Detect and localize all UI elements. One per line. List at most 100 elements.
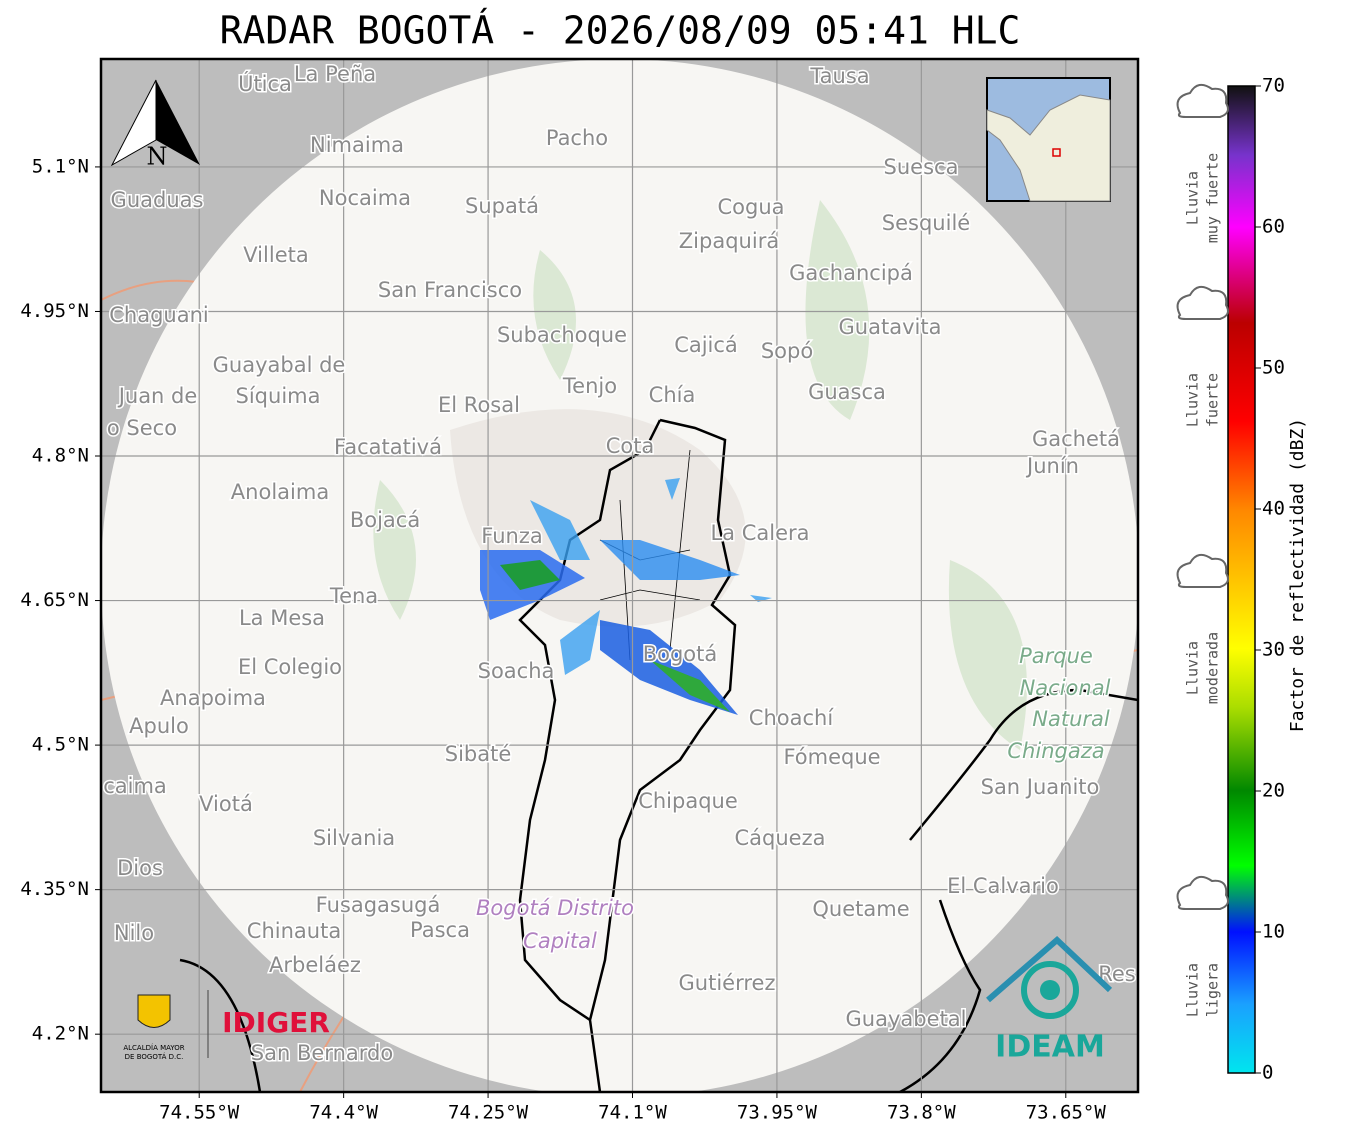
cloud-icon	[1176, 875, 1229, 910]
place-label: La Calera	[710, 521, 809, 545]
category-label: fuerte	[1204, 373, 1222, 427]
place-label: Supatá	[465, 194, 539, 218]
place-label: Pacho	[546, 126, 608, 150]
place-label: Pasca	[410, 918, 470, 942]
x-tick-label: 74.55°W	[159, 1102, 240, 1124]
radar-echo	[600, 540, 740, 580]
y-tick-label: 4.8°N	[32, 445, 89, 467]
place-label: San Juanito	[981, 775, 1100, 799]
category-label: Lluvia	[1184, 963, 1202, 1017]
x-tick-label: 73.8°W	[887, 1102, 956, 1124]
place-label: Apulo	[129, 714, 189, 738]
ideam-label: IDEAM	[995, 1030, 1105, 1065]
place-label: Nocaima	[319, 186, 411, 210]
y-tick-label: 4.65°N	[20, 589, 89, 611]
place-label: Parque	[1019, 644, 1093, 668]
place-label: Cogua	[717, 195, 784, 219]
place-label: Cajicá	[674, 333, 738, 357]
x-tick-label: 73.95°W	[737, 1102, 818, 1124]
logo-text: DE BOGOTÁ D.C.	[125, 1052, 184, 1061]
y-tick-label: 5.1°N	[32, 155, 89, 177]
place-label: Choachí	[749, 706, 835, 730]
north-label: N	[147, 143, 168, 171]
colorbar	[1227, 85, 1256, 1074]
place-label: San Bernardo	[251, 1041, 393, 1065]
place-label: Fusagasugá	[316, 893, 441, 917]
place-label: Sesquilé	[882, 211, 970, 235]
logo-text: ALCALDÍA MAYOR	[123, 1043, 184, 1052]
y-tick-label: 4.5°N	[32, 734, 89, 756]
place-label: Natural	[1032, 707, 1110, 731]
x-tick-label: 74.25°W	[448, 1102, 529, 1124]
colorbar-tick-label: 40	[1262, 498, 1285, 520]
north-arrow: N	[110, 79, 200, 171]
place-label: Bojacá	[350, 508, 420, 532]
inset-map	[986, 77, 1111, 202]
colorbar-tick-label: 10	[1262, 921, 1285, 943]
place-label: Anolaima	[231, 480, 329, 504]
colorbar-tick-label: 50	[1262, 357, 1285, 379]
category-label: Lluvia	[1184, 373, 1202, 427]
place-label: Síquima	[236, 384, 321, 408]
place-label: Chinauta	[247, 919, 341, 943]
x-tick-label: 74.1°W	[598, 1102, 667, 1124]
place-label: Guasca	[808, 380, 886, 404]
place-label: Cáqueza	[735, 826, 826, 850]
place-label: El Colegio	[238, 655, 342, 679]
place-label: Capital	[523, 929, 597, 953]
vegetation	[373, 200, 1027, 750]
category-label: moderada	[1204, 632, 1222, 704]
axes: 74.55°W 74.4°W 74.25°W 74.1°W 73.95°W 73.8°W 7…	[20, 155, 1106, 1123]
place-label: Bogotá	[643, 642, 718, 666]
place-label: Silvania	[313, 826, 395, 850]
place-label: Sibaté	[445, 742, 512, 766]
place-label: Gachetá	[1032, 427, 1120, 451]
radar-echo-core	[650, 660, 730, 712]
place-label: Subachoque	[497, 323, 627, 347]
bogota-logo: ALCALDÍA MAYOR DE BOGOTÁ D.C. IDIGER	[123, 990, 330, 1061]
place-label: Tausa	[809, 64, 869, 88]
place-label: Facatativá	[334, 435, 442, 459]
place-label: Chingaza	[1007, 739, 1104, 763]
x-tick-label: 73.65°W	[1026, 1102, 1107, 1124]
place-label: Guaduas	[111, 188, 204, 212]
place-label: o Seco	[107, 416, 177, 440]
place-label: Cota	[606, 434, 655, 458]
place-label: El Calvario	[947, 874, 1059, 898]
map: Útica La Peña Tausa Pacho Nimaima Suesca Guadu…	[101, 59, 1138, 1092]
colorbar-tick-label: 30	[1262, 639, 1285, 661]
place-label: Guayabetal	[846, 1007, 967, 1031]
place-label: Gachancipá	[789, 261, 913, 285]
colorbar-tick-label: 0	[1262, 1062, 1273, 1084]
place-label: Guayabal de	[213, 353, 346, 377]
place-label: Junín	[1025, 454, 1079, 478]
place-label: El Rosal	[438, 393, 520, 417]
y-tick-label: 4.2°N	[32, 1023, 89, 1045]
map-frame	[99, 57, 1140, 1094]
category-label: ligera	[1204, 963, 1222, 1017]
cloud-icon	[1176, 285, 1229, 320]
cloud-icon	[1176, 83, 1229, 118]
place-label: Nacional	[1020, 676, 1111, 700]
place-label: Villeta	[243, 243, 308, 267]
place-label: San Francisco	[378, 278, 522, 302]
place-label: caima	[103, 774, 167, 798]
colorbar-tick-label: 60	[1262, 216, 1285, 238]
radar-echo-core	[500, 560, 560, 590]
ideam-logo: IDEAM	[986, 935, 1113, 1065]
district-border	[518, 418, 737, 1092]
title: RADAR BOGOTÁ - 2026/08/09 05:41 HLC	[220, 9, 1021, 53]
place-label: Útica	[238, 71, 292, 96]
place-label: Arbeláez	[269, 953, 361, 977]
category-label: Lluvia	[1184, 641, 1202, 695]
cloud-icon	[1176, 553, 1229, 588]
colorbar-tick-label: 70	[1262, 75, 1285, 97]
place-label: Zipaquirá	[679, 229, 779, 253]
place-label: Juan de	[117, 384, 198, 408]
place-label: Funza	[481, 524, 542, 548]
places: Útica La Peña Tausa Pacho Nimaima Suesca Guadu…	[102, 61, 1138, 1067]
place-label: La Mesa	[239, 606, 325, 630]
place-label: Anapoima	[160, 686, 266, 710]
